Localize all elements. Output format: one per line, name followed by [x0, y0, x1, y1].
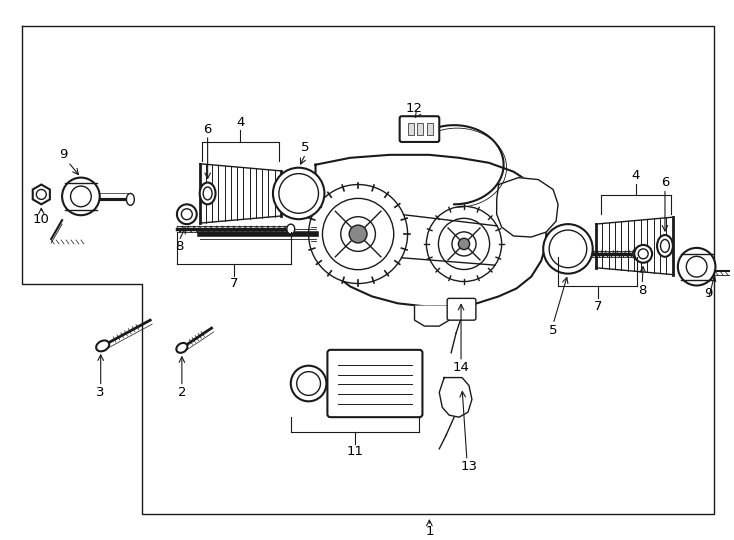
Text: 10: 10	[33, 213, 50, 226]
Polygon shape	[497, 178, 558, 237]
Text: 9: 9	[705, 287, 713, 300]
Text: 6: 6	[661, 176, 669, 189]
Polygon shape	[33, 185, 50, 204]
Ellipse shape	[657, 235, 673, 257]
Text: 13: 13	[460, 460, 477, 473]
Circle shape	[291, 366, 327, 401]
Text: 5: 5	[549, 323, 557, 336]
Circle shape	[426, 206, 501, 281]
Circle shape	[273, 168, 324, 219]
Bar	[418, 123, 424, 135]
FancyBboxPatch shape	[447, 299, 476, 320]
Circle shape	[341, 217, 375, 251]
Ellipse shape	[200, 183, 216, 204]
FancyBboxPatch shape	[327, 350, 423, 417]
Text: 8: 8	[638, 284, 647, 297]
Ellipse shape	[176, 343, 187, 353]
Polygon shape	[313, 155, 546, 306]
Circle shape	[543, 224, 593, 274]
Text: 12: 12	[406, 102, 423, 115]
Circle shape	[634, 245, 652, 263]
Text: 4: 4	[631, 169, 640, 182]
Circle shape	[458, 238, 470, 249]
Ellipse shape	[96, 340, 109, 352]
Text: 14: 14	[453, 361, 470, 374]
Text: 11: 11	[346, 446, 363, 458]
Text: 3: 3	[96, 386, 105, 399]
Ellipse shape	[287, 224, 295, 234]
Bar	[407, 123, 413, 135]
Bar	[427, 123, 433, 135]
Text: 5: 5	[302, 141, 310, 154]
Circle shape	[349, 225, 367, 243]
Circle shape	[308, 185, 407, 284]
Text: 8: 8	[175, 240, 183, 253]
FancyBboxPatch shape	[400, 116, 439, 142]
Polygon shape	[439, 377, 472, 417]
Polygon shape	[415, 306, 449, 326]
Ellipse shape	[633, 248, 642, 260]
Text: 4: 4	[236, 116, 244, 129]
Circle shape	[677, 248, 716, 286]
Ellipse shape	[126, 193, 134, 205]
Text: 9: 9	[59, 148, 68, 161]
Circle shape	[177, 204, 197, 224]
Circle shape	[452, 232, 476, 256]
Text: 7: 7	[593, 300, 602, 313]
Text: 7: 7	[230, 277, 238, 290]
Text: 2: 2	[178, 386, 186, 399]
Text: 1: 1	[425, 524, 434, 537]
Circle shape	[62, 178, 100, 215]
Text: 6: 6	[203, 123, 212, 136]
